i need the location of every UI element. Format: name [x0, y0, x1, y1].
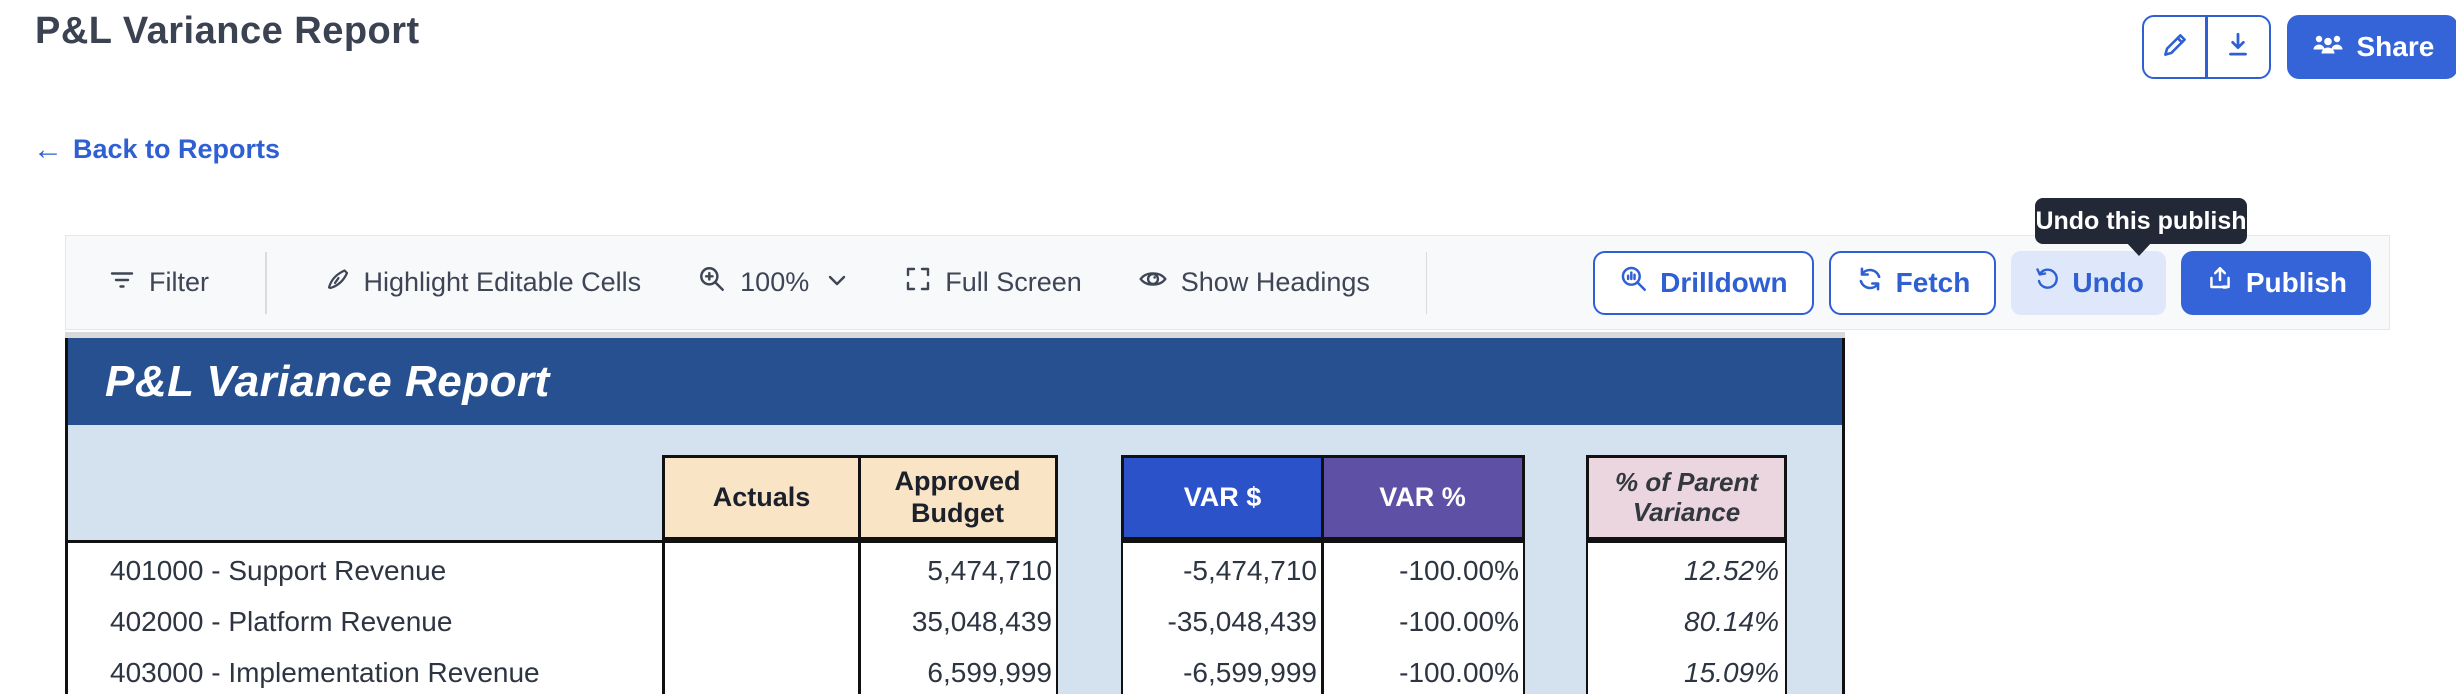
column-header-var-dollar[interactable]: VAR $ — [1124, 458, 1321, 537]
drilldown-button[interactable]: Drilldown — [1593, 251, 1814, 315]
zoom-in-icon — [697, 264, 727, 301]
drilldown-magnifier-icon — [1619, 264, 1649, 301]
fullscreen-label: Full Screen — [945, 267, 1082, 298]
cell-var-pct[interactable]: -100.00% — [1326, 647, 1519, 698]
cell-parent-variance-pct[interactable]: 15.09% — [1588, 647, 1779, 698]
users-icon — [2311, 29, 2345, 66]
back-to-reports-link[interactable]: ← Back to Reports — [33, 134, 280, 165]
header-actions: Share — [2142, 15, 2456, 79]
header-group-actuals-budget: Actuals Approved Budget — [662, 455, 1058, 540]
filter-label: Filter — [149, 267, 209, 298]
sheet-title-bar: P&L Variance Report — [65, 338, 1845, 425]
pencil-icon — [2160, 30, 2190, 65]
toolbar-divider — [265, 252, 267, 314]
cell-parent-variance-pct[interactable]: 12.52% — [1588, 545, 1779, 596]
toolbar-divider — [1426, 252, 1428, 314]
row-label[interactable]: 402000 - Platform Revenue — [110, 596, 452, 647]
zoom-control[interactable]: 100% — [697, 264, 848, 301]
zoom-level-value: 100% — [740, 267, 809, 298]
sheet-left-border — [65, 338, 68, 694]
grid-line — [662, 540, 665, 694]
drilldown-label: Drilldown — [1660, 267, 1788, 299]
highlight-label: Highlight Editable Cells — [364, 267, 642, 298]
edit-button[interactable] — [2144, 17, 2205, 77]
column-header-parent-variance[interactable]: % of Parent Variance — [1589, 458, 1784, 537]
download-button[interactable] — [2208, 17, 2269, 77]
toolbar-right-cluster: Drilldown Fetch Undo — [1593, 236, 2371, 329]
show-headings-label: Show Headings — [1181, 267, 1370, 298]
page-title: P&L Variance Report — [35, 10, 420, 53]
full-screen-button[interactable]: Full Screen — [904, 265, 1082, 300]
undo-label: Undo — [2072, 267, 2144, 299]
cell-var-dollar[interactable]: -5,474,710 — [1125, 545, 1317, 596]
sheet-title: P&L Variance Report — [105, 357, 550, 407]
share-label: Share — [2357, 31, 2435, 63]
publish-button[interactable]: Publish — [2181, 251, 2371, 315]
share-button[interactable]: Share — [2287, 15, 2456, 79]
chevron-down-icon — [826, 267, 848, 298]
sheet-right-border — [1842, 338, 1845, 694]
fetch-button[interactable]: Fetch — [1829, 251, 1997, 315]
edit-download-button-group — [2142, 15, 2271, 79]
undo-button[interactable]: Undo — [2011, 251, 2166, 315]
cell-approved-budget[interactable]: 35,048,439 — [858, 596, 1052, 647]
column-header-actuals[interactable]: Actuals — [665, 458, 858, 537]
cell-approved-budget[interactable]: 6,599,999 — [858, 647, 1052, 698]
publish-upload-icon — [2205, 264, 2235, 301]
publish-label: Publish — [2246, 267, 2347, 299]
cell-var-pct[interactable]: -100.00% — [1326, 545, 1519, 596]
row-label[interactable]: 401000 - Support Revenue — [110, 545, 446, 596]
column-header-var-pct[interactable]: VAR % — [1324, 458, 1522, 537]
sheet-grid-area: Actuals Approved Budget VAR $ VAR % % of… — [65, 425, 1845, 694]
sheet-toolbar: Filter Highlight Editable Cells 1 — [65, 235, 2390, 330]
row-label[interactable]: 403000 - Implementation Revenue — [110, 647, 540, 698]
cell-approved-budget[interactable]: 5,474,710 — [858, 545, 1052, 596]
filter-icon — [108, 265, 136, 300]
column-header-approved-budget[interactable]: Approved Budget — [861, 458, 1055, 537]
highlight-editable-cells-button[interactable]: Highlight Editable Cells — [323, 265, 642, 300]
cell-var-dollar[interactable]: -35,048,439 — [1125, 596, 1317, 647]
report-spreadsheet: P&L Variance Report Actuals Approved Bud… — [65, 332, 1845, 694]
fetch-label: Fetch — [1896, 267, 1971, 299]
tooltip-caret — [2126, 242, 2152, 256]
fullscreen-icon — [904, 265, 932, 300]
cell-var-dollar[interactable]: -6,599,999 — [1125, 647, 1317, 698]
header-group-parent-variance: % of Parent Variance — [1586, 455, 1787, 540]
cell-var-pct[interactable]: -100.00% — [1326, 596, 1519, 647]
highlighter-pen-icon — [323, 265, 351, 300]
eye-icon — [1138, 264, 1168, 301]
header-group-variance: VAR $ VAR % — [1121, 455, 1525, 540]
data-rows-area: 401000 - Support Revenue 402000 - Platfo… — [65, 540, 1845, 694]
show-headings-toggle[interactable]: Show Headings — [1138, 264, 1370, 301]
cell-parent-variance-pct[interactable]: 80.14% — [1588, 596, 1779, 647]
grid-line — [858, 540, 861, 694]
tooltip-text: Undo this publish — [2035, 207, 2246, 236]
back-link-label: Back to Reports — [73, 134, 280, 165]
sync-refresh-icon — [1855, 264, 1885, 301]
download-icon — [2223, 30, 2253, 65]
grid-line — [1321, 540, 1324, 694]
filter-button[interactable]: Filter — [108, 265, 209, 300]
undo-tooltip: Undo this publish — [2035, 198, 2247, 244]
toolbar-left-cluster: Filter Highlight Editable Cells 1 — [66, 236, 1427, 329]
back-arrow-icon: ← — [33, 135, 63, 165]
undo-icon — [2033, 265, 2061, 300]
